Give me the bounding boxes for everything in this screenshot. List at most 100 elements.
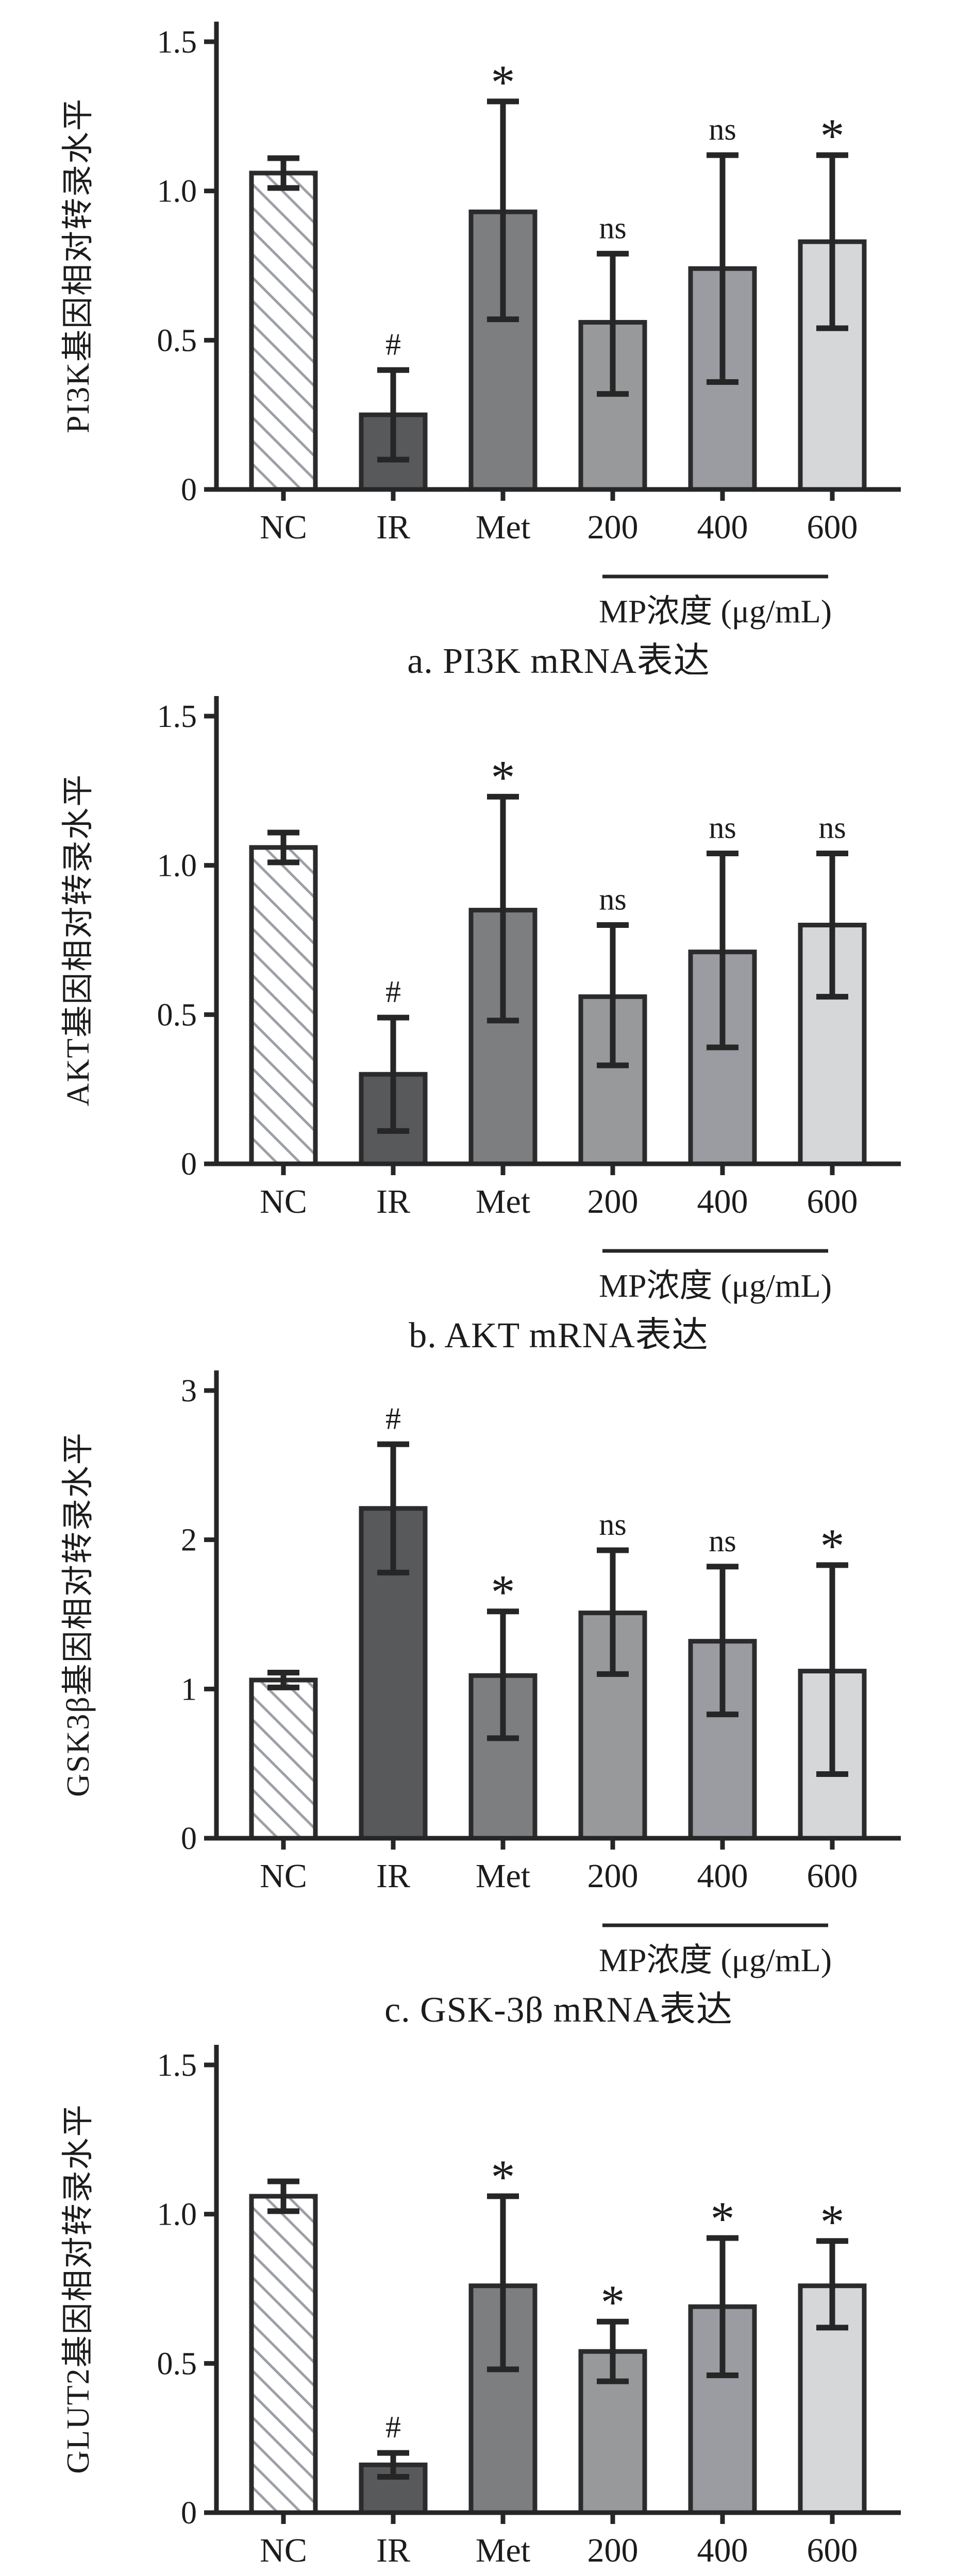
error-bar-400 bbox=[707, 2235, 738, 2379]
x-category-label-NC: NC bbox=[260, 1857, 307, 1895]
mp-concentration-label: MP浓度 (μg/mL) bbox=[599, 1267, 832, 1304]
x-category-label-Met: Met bbox=[476, 1857, 530, 1895]
annotation-Met: * bbox=[491, 1566, 515, 1619]
y-tick-label: 1.0 bbox=[157, 849, 197, 884]
annotation-600: * bbox=[820, 2195, 845, 2249]
mp-concentration-label: MP浓度 (μg/mL) bbox=[599, 593, 832, 630]
annotation-200: ns bbox=[599, 883, 626, 917]
bar-NC bbox=[249, 845, 318, 1166]
x-category-label-IR: IR bbox=[376, 2532, 410, 2569]
x-category-label-NC: NC bbox=[260, 509, 307, 546]
y-tick-label: 0 bbox=[181, 2496, 197, 2531]
annotation-400: ns bbox=[709, 112, 736, 146]
y-tick-label: 1.5 bbox=[157, 699, 197, 734]
x-category-label-IR: IR bbox=[376, 1183, 410, 1221]
annotation-600: * bbox=[820, 109, 845, 163]
annotation-IR: # bbox=[385, 975, 401, 1009]
error-bar-NC bbox=[267, 829, 299, 866]
error-bar-400 bbox=[707, 850, 738, 1050]
x-category-label-200: 200 bbox=[587, 509, 639, 546]
y-tick-label: 0 bbox=[181, 1821, 197, 1856]
y-tick-label: 0 bbox=[181, 472, 197, 507]
error-bar-600 bbox=[816, 2238, 848, 2331]
x-category-label-600: 600 bbox=[807, 1857, 858, 1895]
error-bar-200 bbox=[597, 250, 629, 397]
error-bar-600 bbox=[816, 850, 848, 1000]
y-axis-title: GSK3β基因相对转录水平 bbox=[61, 1432, 96, 1797]
error-bar-Met bbox=[487, 793, 519, 1024]
x-category-label-IR: IR bbox=[376, 1857, 410, 1895]
mp-concentration-label: MP浓度 (μg/mL) bbox=[599, 1942, 832, 1978]
y-axis-title: PI3K基因相对转录水平 bbox=[61, 98, 96, 433]
bar-NC bbox=[249, 2194, 318, 2515]
y-tick-label: 2 bbox=[181, 1523, 197, 1558]
panel-a: # * ns ns * 0 0.5 1.0 1.5 NC IR Met 200 400 600 MP浓度 (μ… bbox=[0, 0, 974, 681]
annotation-400: ns bbox=[709, 810, 736, 844]
panel-c: # * ns ns * 0 1 2 3 NC IR Met 200 400 600 MP浓度 (μg/mL) G… bbox=[0, 1349, 974, 2030]
annotation-600: ns bbox=[818, 810, 846, 844]
x-category-label-600: 600 bbox=[807, 1183, 858, 1221]
error-bar-NC bbox=[267, 2178, 299, 2214]
y-tick-label: 0.5 bbox=[157, 323, 197, 358]
annotation-600: * bbox=[820, 1519, 845, 1573]
x-category-label-400: 400 bbox=[697, 1857, 748, 1895]
x-category-label-400: 400 bbox=[697, 2532, 748, 2569]
error-bar-400 bbox=[707, 152, 738, 385]
x-category-label-400: 400 bbox=[697, 1183, 748, 1221]
annotation-200: ns bbox=[599, 1507, 626, 1541]
error-bar-Met bbox=[487, 98, 519, 323]
y-tick-label: 3 bbox=[181, 1374, 197, 1409]
annotation-200: * bbox=[601, 2276, 625, 2329]
error-bar-600 bbox=[816, 1562, 848, 1777]
x-category-label-600: 600 bbox=[807, 509, 858, 546]
error-bar-IR bbox=[377, 1441, 409, 1575]
y-tick-label: 1.0 bbox=[157, 2197, 197, 2232]
annotation-IR: # bbox=[385, 2410, 401, 2444]
y-axis-title: AKT基因相对转录水平 bbox=[61, 774, 96, 1106]
error-bar-IR bbox=[377, 1014, 409, 1134]
panel-b: # * ns ns ns 0 0.5 1.0 1.5 NC IR Met 200 400 600 MP浓度 (… bbox=[0, 674, 974, 1355]
error-bar-IR bbox=[377, 367, 409, 463]
x-category-label-NC: NC bbox=[260, 1183, 307, 1221]
x-category-label-Met: Met bbox=[476, 509, 530, 546]
y-tick-label: 0.5 bbox=[157, 997, 197, 1032]
y-tick-label: 1 bbox=[181, 1672, 197, 1707]
y-tick-label: 0.5 bbox=[157, 2346, 197, 2381]
x-category-label-IR: IR bbox=[376, 509, 410, 546]
error-bar-IR bbox=[377, 2450, 409, 2480]
chart-b: # * ns ns ns 0 0.5 1.0 1.5 NC IR Met 200 400 600 MP浓度 (… bbox=[61, 696, 901, 1304]
chart-a: # * ns ns * 0 0.5 1.0 1.5 NC IR Met 200 400 600 MP浓度 (μ… bbox=[61, 22, 901, 630]
y-tick-label: 1.0 bbox=[157, 174, 197, 209]
annotation-Met: * bbox=[491, 56, 515, 109]
annotation-Met: * bbox=[491, 2150, 515, 2204]
annotation-IR: # bbox=[385, 327, 401, 361]
chart-c: # * ns ns * 0 1 2 3 NC IR Met 200 400 600 MP浓度 (μg/mL) G… bbox=[61, 1370, 901, 1978]
annotation-Met: * bbox=[491, 751, 515, 804]
bar-NC bbox=[249, 171, 318, 492]
x-category-label-NC: NC bbox=[260, 2532, 307, 2569]
error-bar-Met bbox=[487, 2193, 519, 2372]
y-axis-title: GLUT2基因相对转录水平 bbox=[61, 2104, 96, 2473]
error-bar-200 bbox=[597, 2318, 629, 2384]
error-bar-200 bbox=[597, 1547, 629, 1677]
x-category-label-Met: Met bbox=[476, 1183, 530, 1221]
bar-NC bbox=[249, 1677, 318, 1841]
annotation-400: * bbox=[711, 2192, 735, 2246]
error-bar-200 bbox=[597, 922, 629, 1069]
annotation-200: ns bbox=[599, 211, 626, 245]
error-bar-Met bbox=[487, 1608, 519, 1741]
x-category-label-200: 200 bbox=[587, 1183, 639, 1221]
y-tick-label: 1.5 bbox=[157, 25, 197, 60]
x-category-label-600: 600 bbox=[807, 2532, 858, 2569]
error-bar-NC bbox=[267, 155, 299, 191]
error-bar-NC bbox=[267, 1669, 299, 1690]
annotation-IR: # bbox=[385, 1401, 401, 1435]
error-bar-600 bbox=[816, 152, 848, 331]
y-tick-label: 0 bbox=[181, 1147, 197, 1182]
y-tick-label: 1.5 bbox=[157, 2048, 197, 2083]
x-category-label-200: 200 bbox=[587, 2532, 639, 2569]
error-bar-400 bbox=[707, 1564, 738, 1718]
